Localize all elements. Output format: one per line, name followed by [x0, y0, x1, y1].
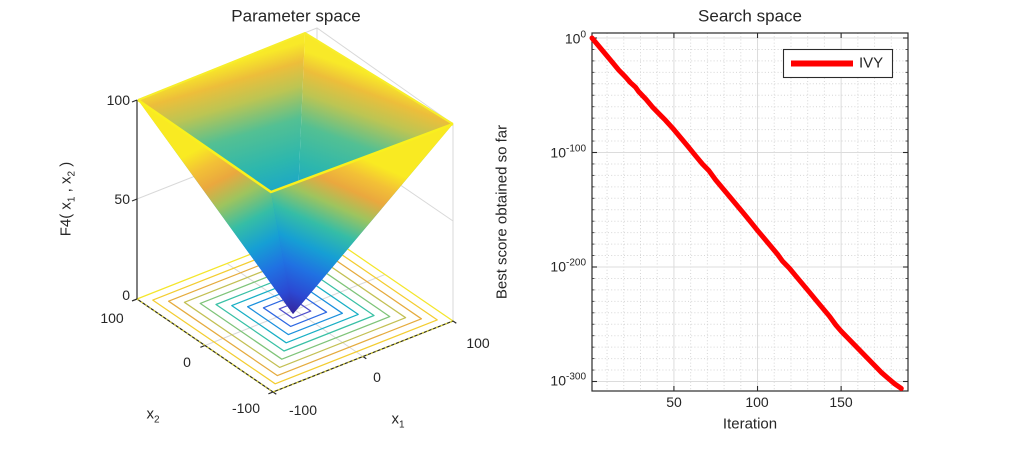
ivy-series-line	[589, 35, 904, 391]
legend-label: IVY	[859, 54, 884, 72]
x2-tick-0: 0	[183, 354, 191, 370]
y-tick-1e-200: 10-200	[550, 257, 586, 275]
y-axis-label: Best score obtained so far	[493, 124, 511, 300]
z-label-part: )	[57, 161, 75, 171]
z-label-part: , x	[57, 176, 75, 197]
x2-label-base: x	[146, 405, 154, 423]
z-tick-0: 0	[122, 287, 130, 303]
axis-tick-marks	[592, 33, 908, 391]
legend-box	[782, 48, 894, 79]
parameter-space-plot	[131, 27, 457, 395]
z-label-sub2: 2	[66, 170, 78, 177]
z-label-part: F4( x	[57, 202, 75, 237]
z-label-sub1: 1	[66, 196, 78, 203]
x2-axis-label: x2	[146, 407, 159, 426]
x1-label-sub: 1	[398, 419, 405, 431]
plot-box	[591, 32, 909, 392]
x-tick-100: 100	[745, 394, 769, 410]
x1-label-base: x	[391, 410, 399, 428]
y-tick-1e-100: 10-100	[550, 143, 586, 161]
y-tick-exp: -200	[565, 257, 586, 269]
y-tick-exp: -300	[565, 371, 586, 383]
x1-axis-label: x1	[391, 412, 404, 431]
x2-tick-neg100: -100	[231, 400, 261, 416]
x1-tick-0: 0	[373, 369, 381, 385]
z-tick-50: 50	[114, 191, 130, 207]
y-tick-exp: 0	[580, 29, 586, 41]
parameter-plot-title: Parameter space	[231, 6, 361, 26]
y-tick-base: 10	[550, 372, 566, 389]
z-axis-label: F4( x1 , x2 )	[57, 161, 78, 237]
x-axis-label: Iteration	[722, 415, 778, 433]
x2-label-sub: 2	[153, 414, 160, 426]
x-tick-150: 150	[829, 394, 853, 410]
x2-tick-100: 100	[100, 310, 124, 326]
grid-lines	[592, 33, 908, 391]
x1-tick-neg100: -100	[288, 402, 318, 418]
search-plot-title: Search space	[698, 6, 802, 26]
y-tick-1e-300: 10-300	[550, 371, 586, 389]
z-tick-100: 100	[106, 92, 130, 108]
axes3d-spines	[131, 99, 457, 395]
y-tick-base: 10	[550, 258, 566, 275]
y-tick-1e0: 100	[564, 29, 586, 47]
y-tick-base: 10	[564, 30, 581, 47]
y-tick-exp: -100	[565, 143, 586, 155]
surface-cone	[137, 31, 454, 314]
y-tick-base: 10	[550, 144, 566, 161]
x-tick-50: 50	[666, 394, 682, 410]
x1-tick-100: 100	[466, 335, 490, 351]
